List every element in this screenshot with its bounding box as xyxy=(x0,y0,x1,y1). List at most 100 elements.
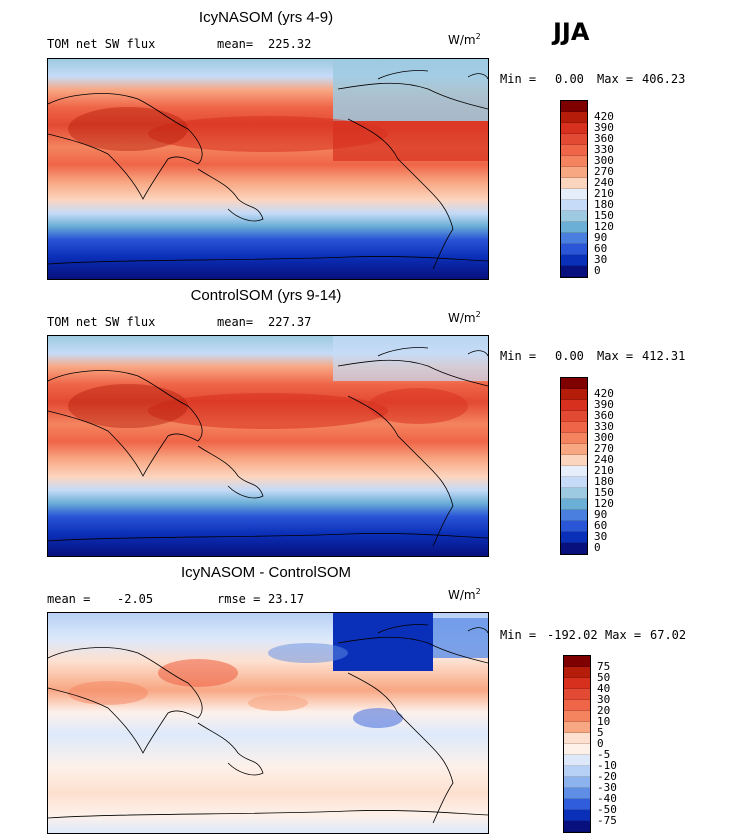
panel-2-colorbar-ticks: 420 390 360 330 300 270 240 210 180 150 … xyxy=(594,388,614,553)
colorbar-tick: 75 xyxy=(597,660,611,673)
colorbar-swatch xyxy=(561,200,587,211)
colorbar-swatch xyxy=(564,722,590,733)
panel-1-min-label: Min = xyxy=(500,72,537,86)
colorbar-tick: 5 xyxy=(597,726,604,739)
colorbar-tick: -50 xyxy=(597,803,617,816)
colorbar-tick: -5 xyxy=(597,748,611,761)
colorbar-tick: 390 xyxy=(594,398,614,411)
colorbar-tick: 300 xyxy=(594,154,614,167)
colorbar-tick: 360 xyxy=(594,409,614,422)
colorbar-swatch xyxy=(564,755,590,766)
colorbar-tick: -30 xyxy=(597,781,617,794)
panel-1-max-label: Max = xyxy=(597,72,634,86)
colorbar-tick: 330 xyxy=(594,420,614,433)
colorbar-swatch xyxy=(564,678,590,689)
colorbar-tick: 210 xyxy=(594,464,614,477)
panel-2-min-value: 0.00 xyxy=(555,349,584,363)
colorbar-tick: 180 xyxy=(594,198,614,211)
colorbar-swatch xyxy=(564,744,590,755)
colorbar-tick: 30 xyxy=(597,693,611,706)
panel-3-mean-label: mean = xyxy=(47,592,91,606)
colorbar-swatch xyxy=(561,466,587,477)
colorbar-tick: 20 xyxy=(597,704,611,717)
panel-1-colorbar xyxy=(560,100,588,278)
panel-3-colorbar-ticks: 75 50 40 30 20 10 5 0 -5 -10 -20 -30 -40… xyxy=(597,661,617,826)
panel-2-map xyxy=(47,335,489,557)
panel-1-variable-label: TOM net SW flux xyxy=(47,37,156,51)
colorbar-swatch xyxy=(561,233,587,244)
colorbar-swatch xyxy=(561,521,587,532)
panel-2-title: ControlSOM (yrs 9-14) xyxy=(190,287,342,304)
colorbar-swatch xyxy=(561,455,587,466)
colorbar-tick: 270 xyxy=(594,442,614,455)
colorbar-swatch xyxy=(561,488,587,499)
colorbar-tick: 30 xyxy=(594,253,608,266)
colorbar-tick: 330 xyxy=(594,143,614,156)
colorbar-swatch xyxy=(561,156,587,167)
panel-2-unit: W/m2 xyxy=(448,310,481,325)
colorbar-tick: 0 xyxy=(594,264,601,277)
colorbar-swatch xyxy=(561,510,587,521)
colorbar-tick: 120 xyxy=(594,497,614,510)
panel-3-rmse-label: rmse = xyxy=(217,592,261,606)
panel-3-max-value: 67.02 xyxy=(650,628,687,642)
colorbar-tick: 420 xyxy=(594,387,614,400)
panel-1-min-value: 0.00 xyxy=(555,72,584,86)
colorbar-tick: 150 xyxy=(594,209,614,222)
colorbar-tick: 40 xyxy=(597,682,611,695)
panel-3-unit: W/m2 xyxy=(448,587,481,602)
colorbar-tick: 0 xyxy=(594,541,601,554)
colorbar-swatch xyxy=(561,499,587,510)
colorbar-swatch xyxy=(561,444,587,455)
colorbar-tick: 210 xyxy=(594,187,614,200)
colorbar-swatch xyxy=(561,477,587,488)
colorbar-swatch xyxy=(561,378,587,389)
panel-2-min-label: Min = xyxy=(500,349,537,363)
colorbar-swatch xyxy=(561,134,587,145)
panel-3-max-label: Max = xyxy=(605,628,642,642)
colorbar-tick: 0 xyxy=(597,737,604,750)
colorbar-tick: 50 xyxy=(597,671,611,684)
colorbar-swatch xyxy=(564,700,590,711)
panel-3-mean-value: -2.05 xyxy=(117,592,154,606)
panel-3-rmse-value: 23.17 xyxy=(268,592,305,606)
panel-3-map xyxy=(47,612,489,834)
colorbar-tick: 420 xyxy=(594,110,614,123)
colorbar-tick: 240 xyxy=(594,176,614,189)
colorbar-swatch xyxy=(564,711,590,722)
panel-2-variable-label: TOM net SW flux xyxy=(47,315,156,329)
colorbar-swatch xyxy=(561,189,587,200)
panel-1-mean-value: 225.32 xyxy=(268,37,312,51)
colorbar-tick: 270 xyxy=(594,165,614,178)
colorbar-swatch xyxy=(561,433,587,444)
panel-2-max-value: 412.31 xyxy=(642,349,686,363)
colorbar-tick: -10 xyxy=(597,759,617,772)
panel-2-max-label: Max = xyxy=(597,349,634,363)
colorbar-tick: -20 xyxy=(597,770,617,783)
colorbar-tick: -75 xyxy=(597,814,617,827)
panel-1-map xyxy=(47,58,489,280)
colorbar-tick: 120 xyxy=(594,220,614,233)
colorbar-swatch xyxy=(561,532,587,543)
colorbar-swatch xyxy=(561,167,587,178)
colorbar-tick: 180 xyxy=(594,475,614,488)
colorbar-swatch xyxy=(561,255,587,266)
panel-3-min-label: Min = xyxy=(500,628,537,642)
colorbar-swatch xyxy=(564,667,590,678)
colorbar-swatch xyxy=(561,389,587,400)
panel-2-mean-label: mean= xyxy=(217,315,254,329)
colorbar-swatch xyxy=(564,689,590,700)
colorbar-swatch xyxy=(564,733,590,744)
colorbar-tick: 390 xyxy=(594,121,614,134)
colorbar-tick: 150 xyxy=(594,486,614,499)
panel-1-title: IcyNASOM (yrs 4-9) xyxy=(198,9,334,26)
colorbar-tick: 360 xyxy=(594,132,614,145)
colorbar-swatch xyxy=(561,211,587,222)
panel-2-mean-value: 227.37 xyxy=(268,315,312,329)
panel-3-colorbar xyxy=(563,655,591,833)
colorbar-tick: 60 xyxy=(594,242,608,255)
colorbar-swatch xyxy=(561,244,587,255)
colorbar-tick: 60 xyxy=(594,519,608,532)
colorbar-swatch xyxy=(564,821,590,832)
colorbar-swatch xyxy=(561,543,587,554)
